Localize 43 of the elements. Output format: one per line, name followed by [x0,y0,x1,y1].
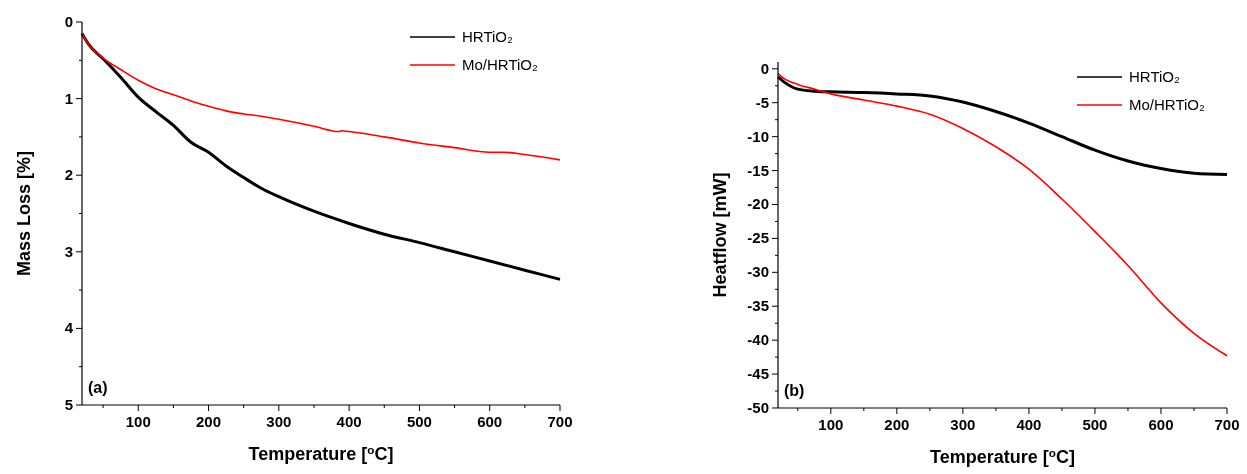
y-tick-label: 2 [64,166,73,184]
y-tick-label: -25 [747,229,769,247]
x-tick-label: 200 [884,416,910,433]
legend-label: HRTiO₂ [1129,68,1180,85]
y-tick-label: -40 [747,331,769,349]
x-axis-title: Temperature [$^{o}$C] [930,445,1075,467]
annotation: (b) [784,382,805,399]
y-tick-label: -10 [747,127,769,145]
x-tick-label: 200 [196,413,222,430]
y-tick-label: 4 [64,319,74,337]
x-tick-label: 400 [336,413,362,430]
legend-label: Mo/HRTiO₂ [462,56,538,73]
y-tick-label: -45 [747,365,769,383]
annotation: (a) [88,379,108,396]
y-tick-label: 5 [64,396,73,413]
legend-label: Mo/HRTiO₂ [1129,96,1205,113]
x-tick-label: 300 [266,413,292,430]
y-tick-label: 0 [64,13,73,30]
y-tick-label: -30 [747,263,769,281]
x-tick-label: 700 [547,413,573,430]
line-series [81,32,561,161]
x-tick-label: 400 [1016,416,1042,433]
y-axis-title: Mass Loss [%] [14,150,34,277]
y-tick-label: -35 [747,297,769,315]
x-tick-label: 600 [1148,416,1174,433]
x-tick-label: 300 [950,416,976,433]
legend-label: HRTiO₂ [462,28,513,45]
x-tick-label: 600 [477,413,503,430]
y-tick-label: 1 [64,89,73,107]
x-tick-label: 700 [1214,416,1240,433]
x-tick-label: 100 [125,413,151,430]
line-series [777,72,1228,357]
y-tick-label: 0 [760,59,769,77]
y-tick-label: -15 [747,161,769,179]
x-axis-title: Temperature [$^{o}$C] [248,442,394,464]
y-tick-label: -5 [755,93,769,111]
x-tick-label: 100 [818,416,844,433]
x-tick-label: 500 [1082,416,1108,433]
y-tick-label: -20 [747,195,769,213]
y-tick-label: 3 [64,242,73,260]
y-axis-title: Heatflow [mW] [710,172,730,298]
x-tick-label: 500 [406,413,432,430]
y-tick-label: -50 [747,399,769,416]
